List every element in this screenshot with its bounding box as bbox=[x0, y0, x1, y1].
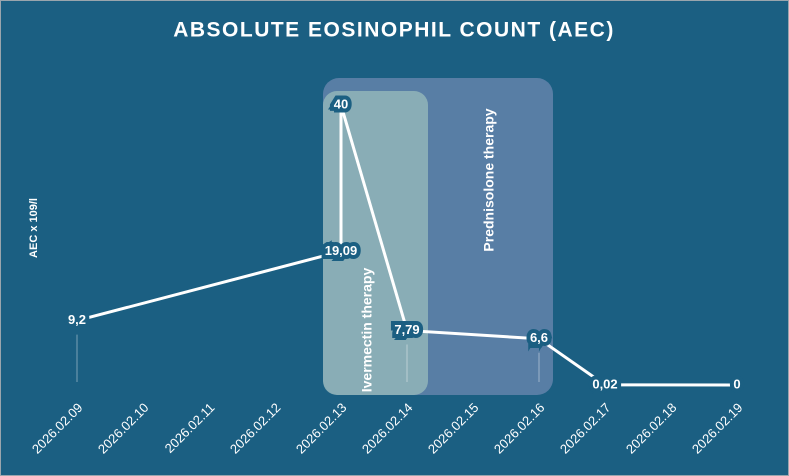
data-label: 0,02 bbox=[592, 376, 617, 391]
annotation: Prednisolone therapy bbox=[481, 108, 497, 251]
data-label: 19,09 bbox=[325, 243, 358, 258]
ivermectin-region bbox=[323, 91, 428, 395]
data-label: 40 bbox=[334, 96, 348, 111]
data-label: 9,2 bbox=[68, 312, 86, 327]
y-axis-label: AEC x 109/l bbox=[28, 198, 40, 258]
annotation: Ivermectin therapy bbox=[359, 268, 375, 393]
data-line bbox=[76, 104, 738, 387]
data-label: 0 bbox=[733, 376, 740, 391]
data-label: 7,79 bbox=[394, 322, 419, 337]
data-label: 6,6 bbox=[530, 330, 548, 345]
chart-title: ABSOLUTE EOSINOPHIL COUNT (AEC) bbox=[173, 19, 615, 42]
